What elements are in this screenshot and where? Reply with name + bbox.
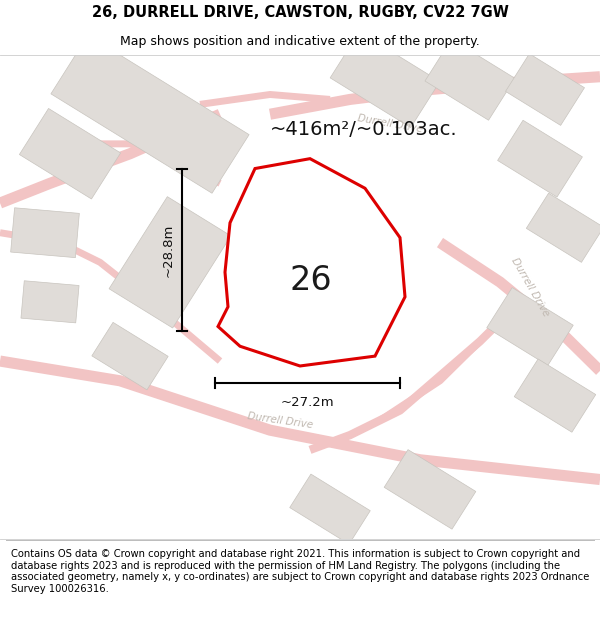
Polygon shape	[330, 32, 440, 128]
Polygon shape	[218, 159, 405, 366]
Polygon shape	[109, 197, 231, 328]
Text: 26: 26	[290, 264, 332, 297]
Text: Map shows position and indicative extent of the property.: Map shows position and indicative extent…	[120, 35, 480, 48]
Polygon shape	[506, 54, 584, 126]
Text: Durrell Drive: Durrell Drive	[509, 256, 551, 318]
Polygon shape	[11, 208, 79, 258]
Polygon shape	[21, 281, 79, 323]
Polygon shape	[290, 474, 370, 544]
Polygon shape	[497, 120, 583, 197]
Polygon shape	[238, 182, 383, 322]
Polygon shape	[51, 35, 249, 193]
Polygon shape	[92, 322, 168, 390]
Text: 26, DURRELL DRIVE, CAWSTON, RUGBY, CV22 7GW: 26, DURRELL DRIVE, CAWSTON, RUGBY, CV22 …	[92, 4, 508, 19]
Text: ~416m²/~0.103ac.: ~416m²/~0.103ac.	[270, 119, 458, 139]
Polygon shape	[526, 193, 600, 262]
Text: ~27.2m: ~27.2m	[281, 396, 334, 409]
Text: ~28.8m: ~28.8m	[161, 223, 175, 277]
Text: Durrell Drive: Durrell Drive	[356, 114, 424, 135]
Polygon shape	[19, 109, 121, 199]
Text: Durrell Drive: Durrell Drive	[247, 411, 313, 430]
Text: Contains OS data © Crown copyright and database right 2021. This information is : Contains OS data © Crown copyright and d…	[11, 549, 589, 594]
Polygon shape	[384, 449, 476, 529]
Polygon shape	[425, 39, 515, 120]
Polygon shape	[514, 359, 596, 432]
Polygon shape	[487, 288, 573, 366]
